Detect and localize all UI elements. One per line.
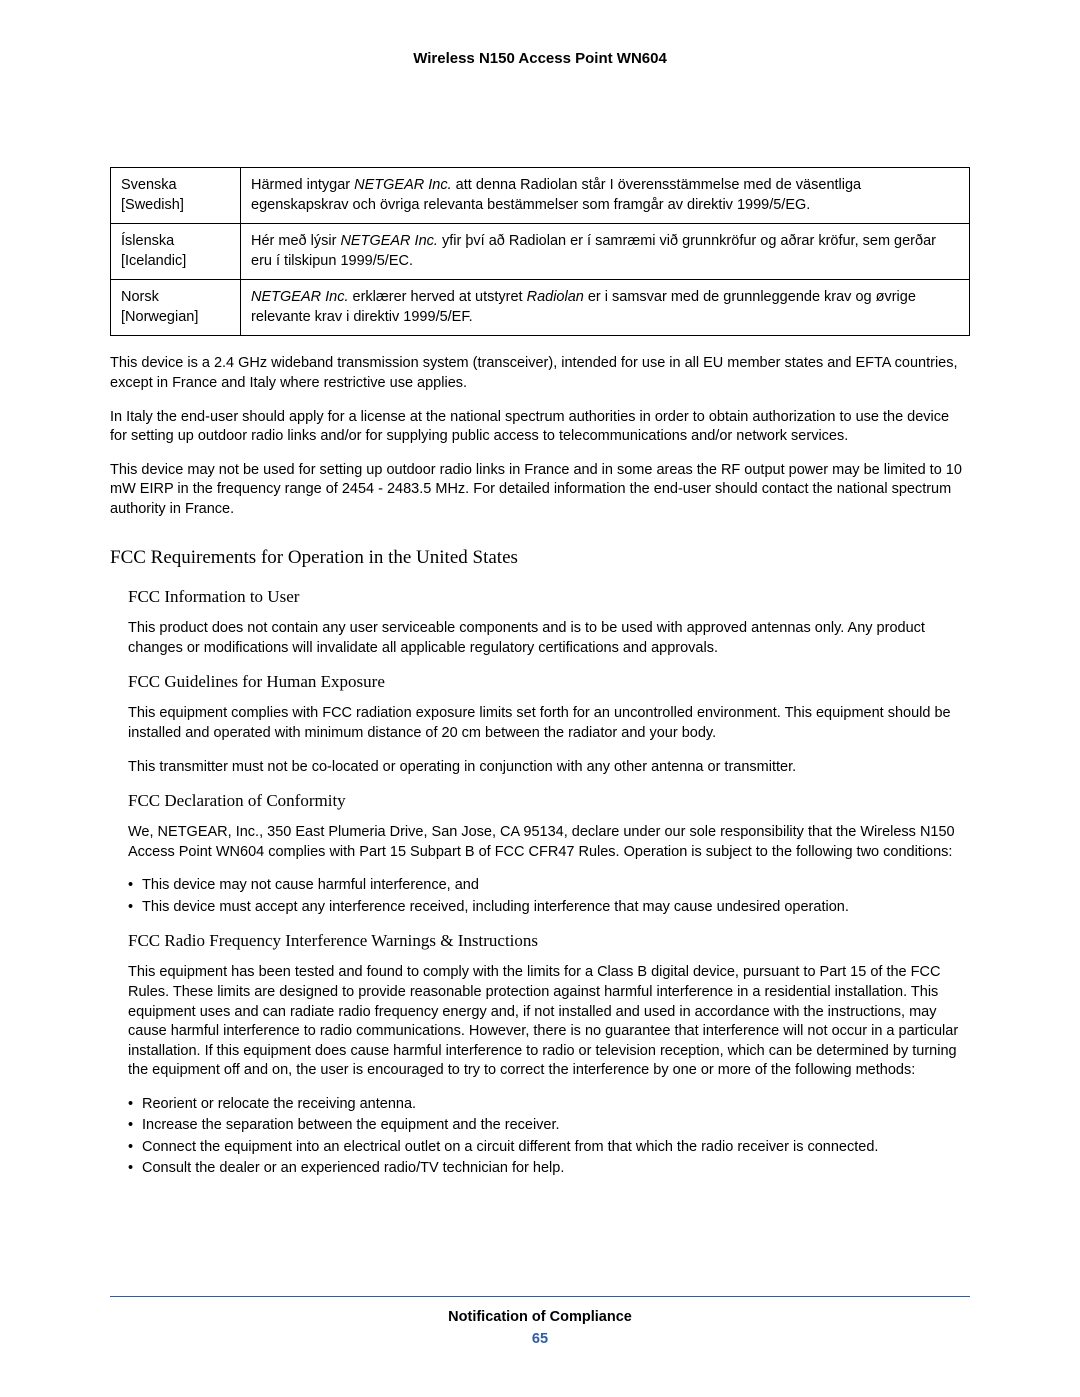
paragraph: This device is a 2.4 GHz wideband transm… [110, 354, 970, 393]
paragraph: We, NETGEAR, Inc., 350 East Plumeria Dri… [128, 823, 970, 862]
table-row: Norsk [Norwegian] NETGEAR Inc. erklærer … [111, 280, 970, 336]
footer-page-number: 65 [110, 1331, 970, 1347]
list-item: Reorient or relocate the receiving anten… [128, 1095, 970, 1115]
company-italic: NETGEAR Inc. [340, 233, 438, 249]
lang-native: Norsk [121, 289, 159, 305]
paragraph: This equipment has been tested and found… [128, 963, 970, 1080]
lang-cell: Norsk [Norwegian] [111, 280, 241, 336]
company-italic: NETGEAR Inc. [354, 177, 452, 193]
page-header: Wireless N150 Access Point WN604 [110, 50, 970, 67]
text: Hér með lýsir [251, 233, 340, 249]
fcc-declaration-heading: FCC Declaration of Conformity [128, 791, 970, 811]
bullet-list: Reorient or relocate the receiving anten… [128, 1095, 970, 1179]
footer-title: Notification of Compliance [110, 1309, 970, 1325]
lang-english: [Swedish] [121, 197, 184, 213]
fcc-rf-heading: FCC Radio Frequency Interference Warning… [128, 931, 970, 951]
lang-english: [Icelandic] [121, 253, 186, 269]
company-italic: NETGEAR Inc. [251, 289, 349, 305]
declaration-cell: Härmed intygar NETGEAR Inc. att denna Ra… [241, 168, 970, 224]
text: Härmed intygar [251, 177, 354, 193]
fcc-heading: FCC Requirements for Operation in the Un… [110, 547, 970, 569]
declaration-cell: Hér með lýsir NETGEAR Inc. yfir því að R… [241, 224, 970, 280]
language-table: Svenska [Swedish] Härmed intygar NETGEAR… [110, 167, 970, 336]
paragraph: This device may not be used for setting … [110, 461, 970, 520]
paragraph: This product does not contain any user s… [128, 619, 970, 658]
list-item: This device may not cause harmful interf… [128, 876, 970, 896]
lang-english: [Norwegian] [121, 309, 198, 325]
list-item: Connect the equipment into an electrical… [128, 1138, 970, 1158]
paragraph: This equipment complies with FCC radiati… [128, 704, 970, 743]
paragraph: In Italy the end-user should apply for a… [110, 408, 970, 447]
lang-native: Íslenska [121, 233, 174, 249]
lang-native: Svenska [121, 177, 177, 193]
table-row: Íslenska [Icelandic] Hér með lýsir NETGE… [111, 224, 970, 280]
table-row: Svenska [Swedish] Härmed intygar NETGEAR… [111, 168, 970, 224]
lang-cell: Svenska [Swedish] [111, 168, 241, 224]
list-item: Consult the dealer or an experienced rad… [128, 1159, 970, 1179]
text: erklærer herved at utstyret [349, 289, 527, 305]
paragraph: This transmitter must not be co-located … [128, 758, 970, 778]
list-item: This device must accept any interference… [128, 898, 970, 918]
fcc-guidelines-heading: FCC Guidelines for Human Exposure [128, 672, 970, 692]
page-footer: Notification of Compliance 65 [110, 1296, 970, 1347]
lang-cell: Íslenska [Icelandic] [111, 224, 241, 280]
fcc-info-heading: FCC Information to User [128, 587, 970, 607]
list-item: Increase the separation between the equi… [128, 1116, 970, 1136]
declaration-cell: NETGEAR Inc. erklærer herved at utstyret… [241, 280, 970, 336]
product-italic: Radiolan [527, 289, 584, 305]
bullet-list: This device may not cause harmful interf… [128, 876, 970, 917]
